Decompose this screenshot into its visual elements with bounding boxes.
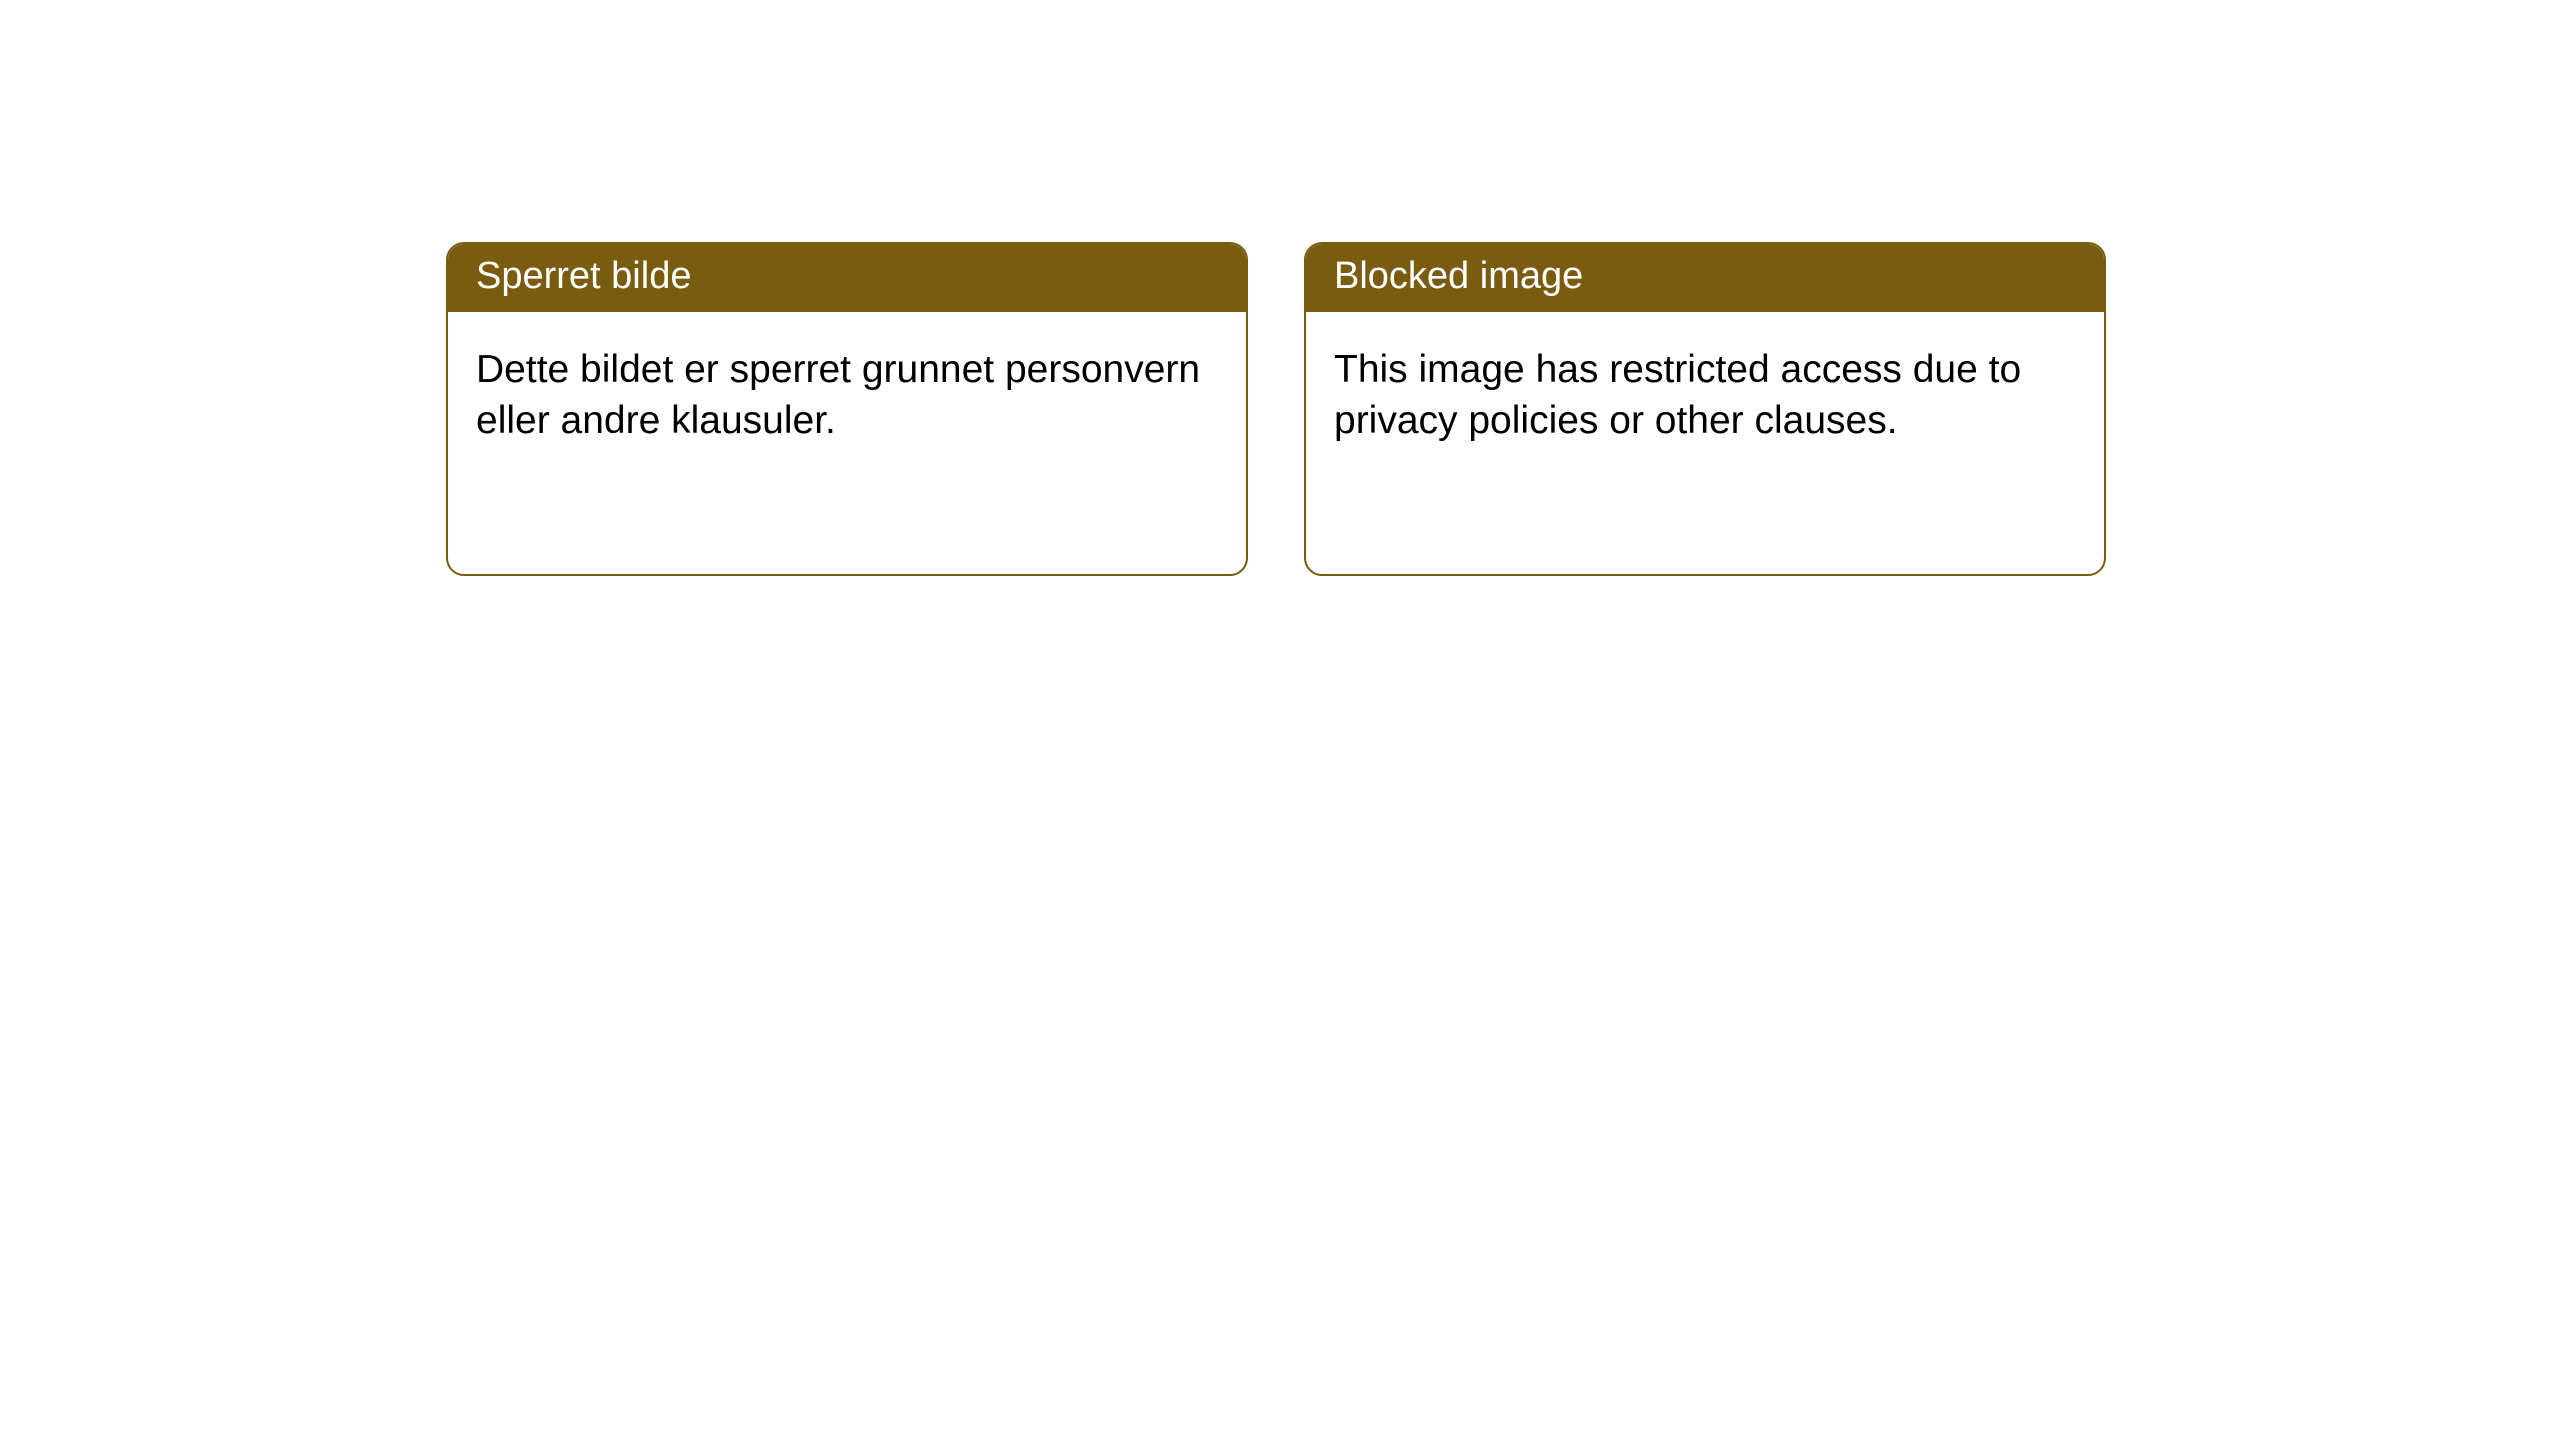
blocked-image-card-no: Sperret bilde Dette bildet er sperret gr… (446, 242, 1248, 576)
card-header: Blocked image (1306, 244, 2104, 312)
card-body: This image has restricted access due to … (1306, 312, 2104, 479)
notice-container: Sperret bilde Dette bildet er sperret gr… (0, 0, 2560, 576)
card-message: This image has restricted access due to … (1334, 348, 2021, 442)
card-message: Dette bildet er sperret grunnet personve… (476, 348, 1200, 442)
card-title: Sperret bilde (476, 255, 691, 297)
card-title: Blocked image (1334, 255, 1583, 297)
blocked-image-card-en: Blocked image This image has restricted … (1304, 242, 2106, 576)
card-header: Sperret bilde (448, 244, 1246, 312)
card-body: Dette bildet er sperret grunnet personve… (448, 312, 1246, 479)
